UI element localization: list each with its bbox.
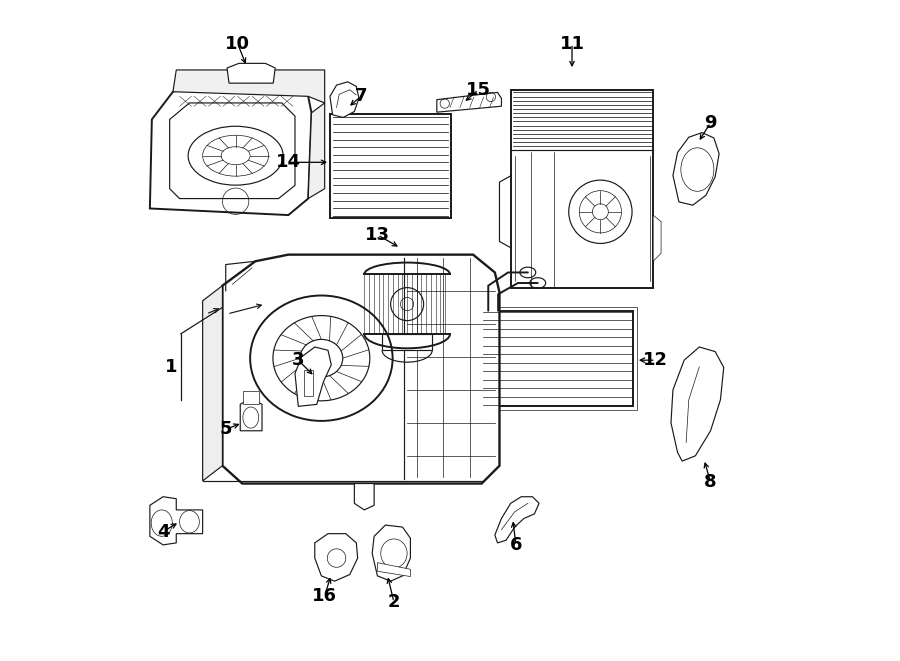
Polygon shape — [150, 83, 311, 215]
Text: 16: 16 — [312, 587, 338, 605]
Text: 6: 6 — [509, 536, 522, 554]
Polygon shape — [170, 103, 295, 198]
Text: 4: 4 — [157, 523, 169, 541]
Polygon shape — [511, 90, 653, 288]
Text: 3: 3 — [292, 351, 304, 369]
Polygon shape — [495, 496, 539, 543]
Text: 8: 8 — [704, 473, 717, 491]
Polygon shape — [303, 370, 313, 397]
Polygon shape — [482, 311, 634, 407]
Polygon shape — [243, 391, 258, 405]
Polygon shape — [173, 70, 325, 103]
Text: 12: 12 — [644, 351, 669, 369]
Text: 1: 1 — [166, 358, 178, 376]
Polygon shape — [355, 484, 374, 510]
Polygon shape — [330, 114, 451, 218]
Polygon shape — [308, 103, 325, 198]
Polygon shape — [227, 63, 275, 83]
Polygon shape — [671, 347, 724, 461]
Polygon shape — [222, 254, 500, 484]
Text: 14: 14 — [276, 153, 301, 171]
Polygon shape — [377, 563, 410, 576]
Text: 2: 2 — [388, 594, 400, 611]
Text: 11: 11 — [560, 34, 584, 53]
Polygon shape — [330, 82, 359, 118]
Text: 5: 5 — [220, 420, 232, 438]
Polygon shape — [315, 533, 357, 581]
Polygon shape — [373, 525, 410, 581]
Text: 9: 9 — [705, 114, 716, 132]
Polygon shape — [240, 398, 262, 431]
Text: 7: 7 — [355, 87, 367, 105]
Polygon shape — [382, 334, 432, 350]
Polygon shape — [202, 286, 222, 481]
Polygon shape — [150, 496, 202, 545]
Polygon shape — [673, 133, 719, 205]
Polygon shape — [653, 215, 662, 261]
Polygon shape — [436, 93, 501, 112]
Text: 13: 13 — [364, 226, 390, 244]
Text: 10: 10 — [225, 34, 250, 53]
Text: 15: 15 — [466, 81, 490, 98]
Polygon shape — [295, 347, 331, 407]
